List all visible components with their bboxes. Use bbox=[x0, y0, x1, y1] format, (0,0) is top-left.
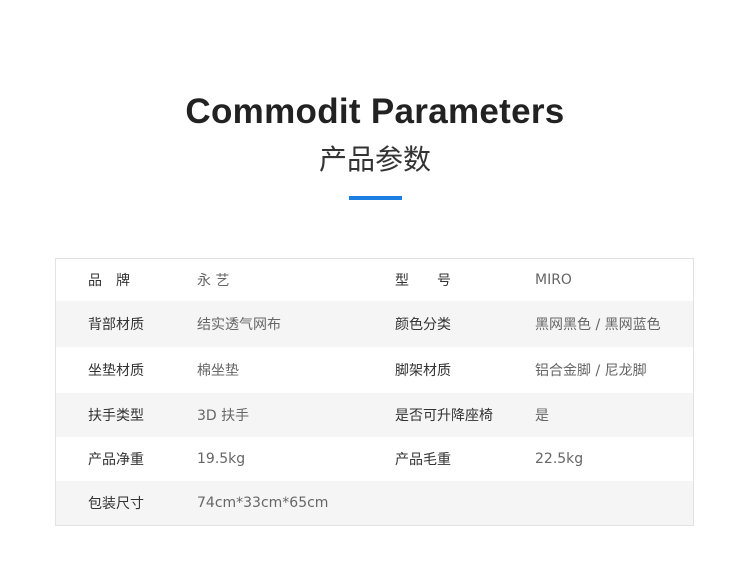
param-value: 结实透气网布 bbox=[197, 317, 281, 333]
param-value: MIRO bbox=[535, 272, 572, 288]
param-label: 品 牌 bbox=[88, 273, 130, 289]
param-label: 颜色分类 bbox=[395, 317, 451, 333]
page-subtitle: 产品参数 bbox=[318, 143, 431, 176]
param-label: 包装尺寸 bbox=[88, 496, 144, 512]
page-title: Commodit Parameters bbox=[185, 92, 565, 131]
param-label: 型 号 bbox=[395, 273, 451, 289]
param-value: 永 艺 bbox=[197, 273, 230, 289]
param-label: 背部材质 bbox=[88, 317, 144, 333]
table-row: 扶手类型 3D 扶手 是否可升降座椅 是 bbox=[56, 393, 693, 437]
param-value: 铝合金脚 / 尼龙脚 bbox=[535, 363, 647, 379]
param-label: 产品净重 bbox=[88, 452, 144, 468]
param-value: 黑网黑色 / 黑网蓝色 bbox=[535, 317, 661, 333]
parameters-table: 品 牌 永 艺 型 号 MIRO 背部材质 结实透气网布 颜色分类 黑网黑色 /… bbox=[55, 258, 694, 526]
table-row: 产品净重 19.5kg 产品毛重 22.5kg bbox=[56, 437, 693, 481]
param-value: 是 bbox=[535, 408, 549, 424]
param-value: 74cm*33cm*65cm bbox=[197, 495, 329, 511]
param-label: 是否可升降座椅 bbox=[395, 408, 493, 424]
table-row: 背部材质 结实透气网布 颜色分类 黑网黑色 / 黑网蓝色 bbox=[56, 301, 693, 347]
accent-divider bbox=[349, 196, 402, 200]
param-label: 扶手类型 bbox=[88, 408, 144, 424]
table-row: 品 牌 永 艺 型 号 MIRO bbox=[56, 259, 693, 301]
param-value: 19.5kg bbox=[197, 451, 246, 467]
table-row: 包装尺寸 74cm*33cm*65cm bbox=[56, 481, 693, 525]
param-label: 脚架材质 bbox=[395, 363, 451, 379]
param-value: 棉坐垫 bbox=[197, 363, 239, 379]
table-row: 坐垫材质 棉坐垫 脚架材质 铝合金脚 / 尼龙脚 bbox=[56, 347, 693, 393]
param-label: 产品毛重 bbox=[395, 452, 451, 468]
param-value: 3D 扶手 bbox=[197, 408, 250, 424]
param-value: 22.5kg bbox=[535, 451, 584, 467]
param-label: 坐垫材质 bbox=[88, 363, 144, 379]
